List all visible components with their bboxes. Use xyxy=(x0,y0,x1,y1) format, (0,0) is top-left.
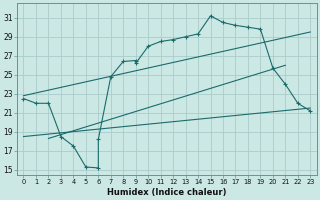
X-axis label: Humidex (Indice chaleur): Humidex (Indice chaleur) xyxy=(107,188,227,197)
